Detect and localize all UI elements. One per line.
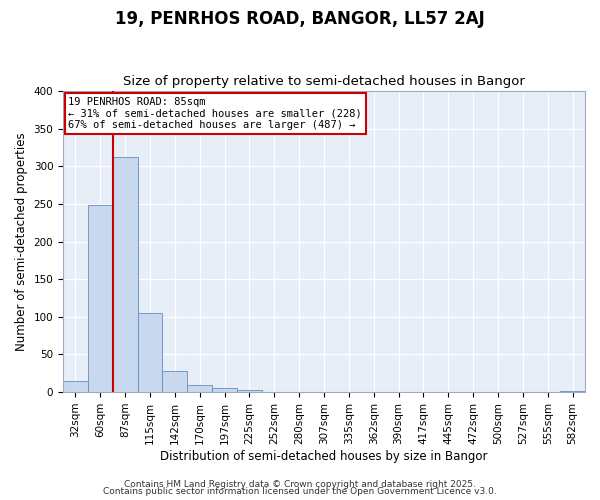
Title: Size of property relative to semi-detached houses in Bangor: Size of property relative to semi-detach… <box>123 76 525 88</box>
Text: 19 PENRHOS ROAD: 85sqm
← 31% of semi-detached houses are smaller (228)
67% of se: 19 PENRHOS ROAD: 85sqm ← 31% of semi-det… <box>68 97 362 130</box>
Bar <box>163 371 187 392</box>
Text: Contains public sector information licensed under the Open Government Licence v3: Contains public sector information licen… <box>103 487 497 496</box>
Bar <box>187 384 212 392</box>
Bar <box>63 381 88 392</box>
Bar <box>560 390 585 392</box>
Bar <box>113 156 137 392</box>
Text: 19, PENRHOS ROAD, BANGOR, LL57 2AJ: 19, PENRHOS ROAD, BANGOR, LL57 2AJ <box>115 10 485 28</box>
Bar <box>137 313 163 392</box>
Text: Contains HM Land Registry data © Crown copyright and database right 2025.: Contains HM Land Registry data © Crown c… <box>124 480 476 489</box>
Bar <box>237 390 262 392</box>
X-axis label: Distribution of semi-detached houses by size in Bangor: Distribution of semi-detached houses by … <box>160 450 488 462</box>
Bar <box>88 204 113 392</box>
Y-axis label: Number of semi-detached properties: Number of semi-detached properties <box>15 132 28 351</box>
Bar <box>212 388 237 392</box>
